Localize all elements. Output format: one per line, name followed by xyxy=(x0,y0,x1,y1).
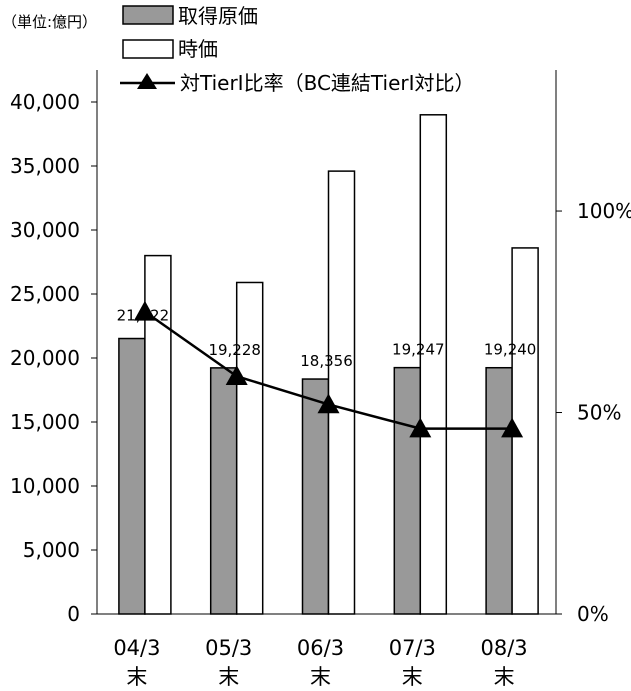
legend-label-acquisition-cost: 取得原価 xyxy=(178,4,258,28)
left-tick-label: 0 xyxy=(67,602,80,626)
bar-data-label: 18,356 xyxy=(300,352,353,370)
category-label: 07/3 xyxy=(389,636,436,660)
ratio-point-marker xyxy=(317,393,340,414)
category-label-suffix: 末 xyxy=(126,665,147,689)
bar-acquisition-cost xyxy=(301,378,330,615)
bar-data-label: 21,522 xyxy=(117,307,170,325)
ratio-point-marker xyxy=(409,417,432,438)
category-label-suffix: 末 xyxy=(310,665,331,689)
right-tick-label: 0% xyxy=(577,602,609,626)
ratio-point-marker xyxy=(225,365,248,386)
right-tick-label: 100% xyxy=(577,199,631,223)
ratio-point-marker xyxy=(501,417,524,438)
bar-acquisition-cost xyxy=(393,366,422,615)
right-axis: 0% 50% 100% xyxy=(555,70,631,626)
bar-market-value xyxy=(419,114,448,615)
bar-market-value xyxy=(235,281,264,615)
left-tick-label: 35,000 xyxy=(10,154,80,178)
bar-data-label: 19,247 xyxy=(392,341,445,359)
bars xyxy=(118,114,539,615)
legend-label-market-value: 時価 xyxy=(178,37,218,61)
bar-data-label: 19,240 xyxy=(484,341,537,359)
category-label: 06/3 xyxy=(297,636,344,660)
left-tick-label: 30,000 xyxy=(10,218,80,242)
bar-market-value xyxy=(327,170,356,615)
right-tick-label: 50% xyxy=(577,401,621,425)
legend-swatch-acquisition-cost xyxy=(122,5,174,25)
category-label-suffix: 末 xyxy=(494,665,515,689)
ratio-point-marker xyxy=(133,300,156,321)
category-labels: 04/3 末 05/3 末 06/3 末 07/3 末 08/3 末 xyxy=(113,636,527,689)
left-tick-label: 40,000 xyxy=(10,90,80,114)
legend-swatch-market-value xyxy=(122,39,174,59)
category-label-suffix: 末 xyxy=(402,665,423,689)
left-axis: 0 5,000 10,000 15,000 20,000 25,000 30,000 35,0… xyxy=(10,70,556,626)
category-label: 08/3 xyxy=(481,636,528,660)
left-tick-label: 25,000 xyxy=(10,282,80,306)
legend-swatch-ratio-marker xyxy=(137,73,157,89)
bar-acquisition-cost xyxy=(118,337,146,615)
left-tick-label: 20,000 xyxy=(10,346,80,370)
bar-data-labels: 21,522 19,228 18,356 19,247 19,240 xyxy=(117,307,537,371)
unit-label: （単位:億円） xyxy=(2,13,97,31)
category-label-suffix: 末 xyxy=(218,665,239,689)
left-tick-label: 15,000 xyxy=(10,410,80,434)
bar-acquisition-cost xyxy=(485,366,513,615)
legend-label-ratio: 対TierI比率（BC連結TierI対比） xyxy=(180,71,475,95)
bar-acquisition-cost xyxy=(209,367,238,615)
left-tick-label: 5,000 xyxy=(23,538,80,562)
ratio-line-series xyxy=(133,300,524,438)
bar-data-label: 19,228 xyxy=(208,341,261,359)
left-tick-label: 10,000 xyxy=(10,474,80,498)
category-label: 05/3 xyxy=(205,636,252,660)
category-label: 04/3 xyxy=(113,636,160,660)
